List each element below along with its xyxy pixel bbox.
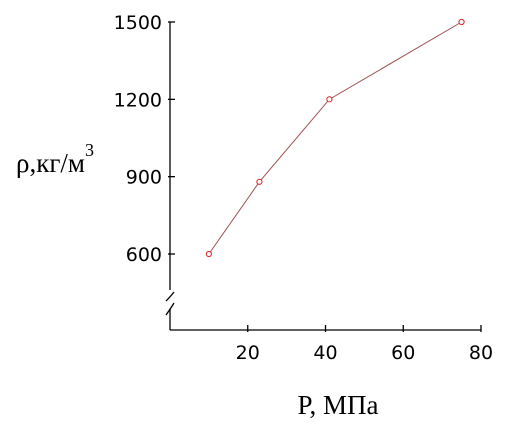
data-point-4 [458,18,465,26]
y-tick-label: 1200 [114,89,162,111]
y-axis-break-mark [165,291,175,316]
x-tick-label: 60 [391,342,415,364]
x-tick-label: 40 [313,342,337,364]
data-point-1 [205,250,212,258]
data-point-2 [256,178,263,185]
data-point-3 [326,96,333,103]
x-axis-title: P, МПа [297,390,378,420]
series-layer [205,18,465,258]
y-tick-label: 1500 [114,12,162,34]
x-tick-label: 80 [469,342,493,364]
y-tick-label: 900 [126,167,162,189]
y-tick-label: 600 [126,244,162,266]
tick-labels: 600 900 1200 1500 20 40 60 80 [114,12,493,364]
ticks [168,21,482,332]
x-tick-label: 20 [236,342,260,364]
y-axis-title: ρ,кг/м3 [16,140,94,178]
y-axis-title-main: ρ,кг/м [16,148,85,178]
axes [165,22,481,331]
y-axis-title-superscript: 3 [85,140,94,160]
series-line [208,21,462,255]
